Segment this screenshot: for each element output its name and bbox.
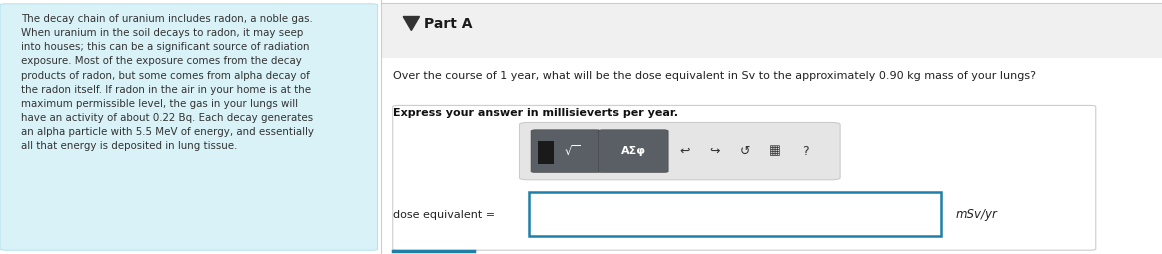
Text: Part A: Part A xyxy=(424,17,473,31)
Text: ?: ? xyxy=(802,145,809,158)
FancyBboxPatch shape xyxy=(538,141,554,164)
FancyBboxPatch shape xyxy=(393,105,1096,250)
Text: ↩: ↩ xyxy=(679,145,690,158)
Text: Over the course of 1 year, what will be the dose equivalent in Sv to the approxi: Over the course of 1 year, what will be … xyxy=(393,71,1035,81)
Text: mSv/yr: mSv/yr xyxy=(955,208,997,221)
Text: ▦: ▦ xyxy=(769,145,781,158)
Text: ↪: ↪ xyxy=(709,145,720,158)
Text: dose equivalent =: dose equivalent = xyxy=(393,210,495,220)
FancyBboxPatch shape xyxy=(519,122,840,180)
Text: The decay chain of uranium includes radon, a noble gas.
When uranium in the soil: The decay chain of uranium includes rado… xyxy=(21,14,314,151)
Text: ΑΣφ: ΑΣφ xyxy=(621,146,646,156)
FancyBboxPatch shape xyxy=(0,4,378,250)
FancyBboxPatch shape xyxy=(531,130,601,172)
Text: ↺: ↺ xyxy=(739,145,751,158)
FancyBboxPatch shape xyxy=(529,192,941,236)
FancyBboxPatch shape xyxy=(382,3,1162,58)
Text: $\sqrt{\ }$: $\sqrt{\ }$ xyxy=(564,144,580,158)
Text: Express your answer in millisieverts per year.: Express your answer in millisieverts per… xyxy=(393,108,677,118)
FancyBboxPatch shape xyxy=(598,130,668,172)
Polygon shape xyxy=(403,17,419,30)
